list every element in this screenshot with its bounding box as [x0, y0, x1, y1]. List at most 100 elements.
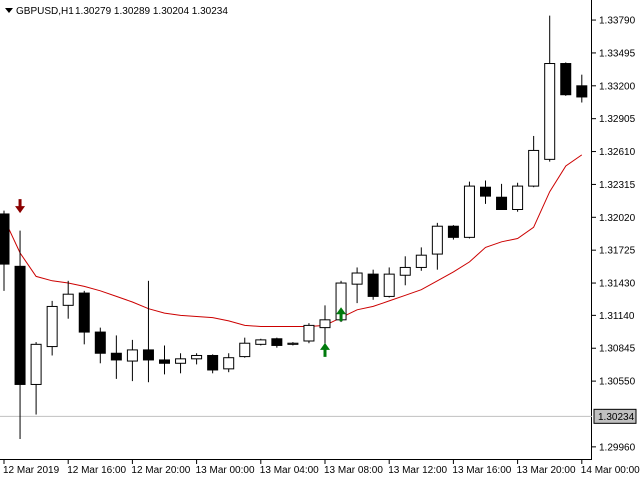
candle [528, 135, 540, 188]
candle-body-bear [159, 359, 170, 364]
candle-body-bull [351, 272, 363, 285]
candle-body-bear [142, 349, 154, 361]
candle-body-bull [223, 357, 235, 370]
candle [239, 337, 251, 358]
y-tick-label: 1.31140 [599, 311, 635, 322]
candle-body-bull [544, 63, 556, 160]
candle-body-bull [319, 319, 331, 329]
candle [399, 256, 411, 286]
candle-body-bull [528, 149, 540, 187]
candle [447, 225, 459, 240]
y-tick-label: 1.30550 [599, 377, 636, 388]
y-tick-label: 1.32610 [599, 147, 636, 158]
candle [110, 335, 122, 379]
candle [351, 267, 363, 304]
y-tick-label: 1.31430 [599, 279, 636, 290]
current-price-label: 1.30234 [593, 408, 637, 424]
candle-body-bull [62, 293, 74, 306]
y-tick-label: 1.31725 [599, 246, 636, 257]
candle [191, 353, 203, 365]
x-tick-label: 14 Mar 00:00 [581, 465, 640, 476]
candle-body-bull [30, 343, 42, 385]
buy-arrow-icon [336, 307, 347, 322]
candle [142, 280, 154, 383]
candle [255, 338, 267, 346]
candle [14, 230, 26, 440]
candle [367, 269, 379, 300]
candle [512, 182, 524, 212]
x-tick-label: 13 Mar 12:00 [388, 465, 447, 476]
ohlc-readout: 1.30279 1.30289 1.30204 1.30234 [75, 6, 228, 17]
candle [560, 62, 572, 96]
buy-arrow-icon [320, 342, 330, 357]
candle [30, 342, 42, 415]
candle [480, 180, 491, 204]
candle-body-bear [447, 225, 459, 238]
candle-body-bull [463, 185, 475, 238]
candle-body-bear [0, 213, 10, 265]
candle [271, 337, 283, 348]
candle [383, 267, 395, 298]
candle-body-bull [126, 349, 138, 362]
candle-body-bear [560, 63, 572, 96]
x-axis: 12 Mar 2019 12 Mar 16:00 12 Mar 20:00 13 Ma… [3, 459, 640, 476]
candle [431, 222, 443, 270]
candle [223, 353, 235, 373]
y-tick-label: 1.33790 [599, 16, 636, 27]
candle [287, 342, 299, 346]
candle-body-bull [287, 342, 299, 345]
x-tick-label: 13 Mar 16:00 [452, 465, 511, 476]
candle-body-bear [110, 352, 122, 361]
candle [303, 323, 315, 344]
candle-body-bear [576, 85, 588, 98]
candle-body-bear [78, 292, 90, 333]
candle-body-bull [399, 266, 411, 276]
candle-body-bear [94, 331, 106, 354]
candle-body-bull [415, 254, 427, 268]
x-tick-label: 12 Mar 2019 [3, 465, 60, 476]
current-price-box [593, 408, 637, 424]
signals-layer [15, 199, 347, 357]
y-tick-label: 1.33495 [599, 48, 636, 59]
moving-average-line [3, 154, 583, 327]
candle [78, 290, 90, 345]
candle-body-bull [46, 305, 58, 348]
candle [126, 339, 138, 382]
candle-body-bull [512, 185, 524, 210]
x-tick-label: 13 Mar 04:00 [260, 465, 319, 476]
x-tick-label: 12 Mar 16:00 [67, 465, 126, 476]
x-tick-label: 12 Mar 20:00 [131, 465, 190, 476]
y-tick-label: 1.32315 [599, 180, 636, 191]
moving-average-layer [3, 154, 583, 327]
candle [207, 354, 219, 374]
y-tick-label: 1.32020 [599, 213, 636, 224]
candle-body-bear [271, 338, 283, 346]
candles-layer [0, 15, 588, 440]
candle [463, 181, 475, 239]
candle-body-bear [14, 265, 26, 385]
candle-body-bear [367, 273, 379, 297]
candle [415, 247, 427, 271]
candle [319, 305, 331, 346]
candle-body-bear [207, 354, 219, 371]
candle [576, 74, 588, 103]
candle [0, 210, 10, 291]
candle [544, 15, 556, 162]
dropdown-triangle-icon[interactable] [5, 8, 13, 13]
x-tick-label: 13 Mar 08:00 [324, 465, 383, 476]
candle-body-bull [191, 354, 203, 360]
y-tick-label: 1.32905 [599, 114, 636, 125]
symbol-label: GBPUSD,H1 [16, 6, 74, 17]
y-tick-label: 1.30845 [599, 344, 636, 355]
candle [62, 280, 74, 319]
candle [46, 300, 58, 356]
y-tick-label: 1.29960 [599, 442, 636, 453]
candle-body-bull [303, 324, 315, 342]
y-tick-label: 1.33200 [599, 81, 636, 92]
candle [94, 327, 106, 364]
candle-body-bull [383, 273, 395, 297]
current-price-text: 1.30234 [598, 412, 635, 423]
